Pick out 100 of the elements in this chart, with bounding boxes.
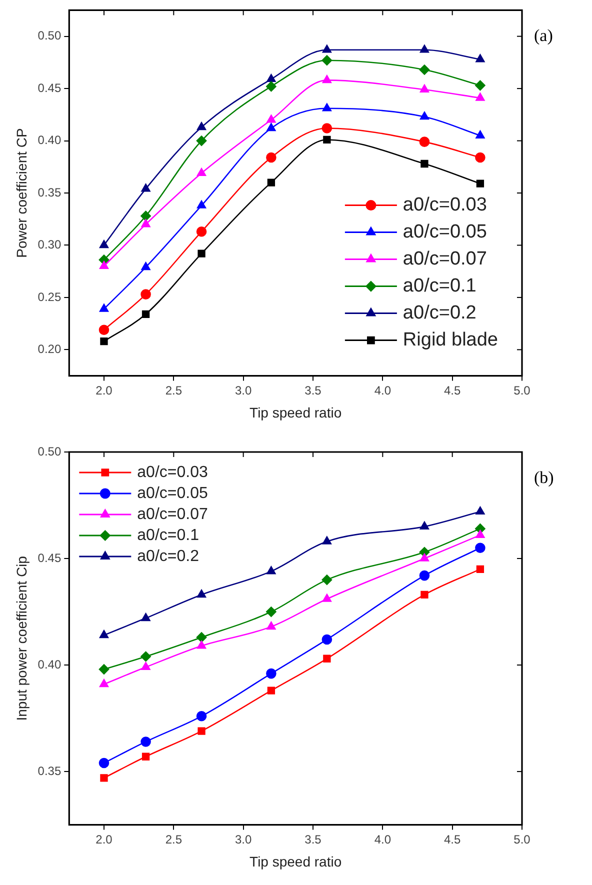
x-tick-label: 2.5 (165, 832, 182, 846)
point (475, 542, 486, 554)
point (141, 184, 150, 192)
point (98, 664, 110, 674)
point (140, 651, 151, 662)
x-tick-label: 2.0 (96, 383, 113, 398)
point (475, 80, 486, 91)
point (322, 123, 332, 134)
point (100, 337, 108, 346)
point (322, 44, 332, 53)
point (476, 530, 485, 538)
point (419, 64, 430, 75)
y-tick-label: 0.40 (38, 133, 62, 148)
y-tick-label: 0.20 (38, 342, 62, 356)
point (420, 553, 430, 562)
point (476, 54, 485, 62)
legend-label: a0/c=0.1 (402, 276, 476, 297)
point (476, 180, 484, 188)
point (266, 114, 276, 123)
point (142, 310, 150, 318)
point (140, 289, 151, 300)
point (420, 44, 430, 53)
x-tick-label: 3.0 (234, 383, 252, 398)
point (419, 136, 430, 147)
x-tick-label: 2.0 (96, 832, 113, 846)
point (198, 727, 206, 735)
point (420, 521, 430, 530)
point (420, 112, 430, 120)
y-tick-label: 0.35 (38, 764, 62, 778)
x-tick-label: 4.0 (374, 832, 392, 846)
y-tick-label: 0.30 (38, 238, 62, 252)
point (266, 123, 276, 132)
y-tick-label: 0.25 (38, 290, 62, 304)
point (141, 219, 150, 228)
point (322, 634, 332, 645)
point (476, 92, 485, 101)
point (141, 662, 150, 670)
x-tick-label: 5.0 (514, 383, 531, 398)
legend-label: Rigid blade (402, 330, 498, 351)
point (141, 262, 150, 270)
point (322, 536, 332, 544)
x-axis-title: Tip speed ratio (250, 404, 342, 420)
point (266, 152, 276, 163)
point (476, 565, 484, 573)
point (142, 752, 150, 760)
x-tick-label: 4.0 (374, 383, 392, 398)
y-tick-label: 0.50 (38, 444, 62, 458)
legend-label: a0/c=0.07 (402, 248, 487, 270)
point (266, 81, 276, 92)
point (196, 136, 207, 146)
point (196, 590, 206, 598)
point (266, 622, 276, 630)
point (98, 324, 110, 335)
x-tick-label: 4.5 (444, 383, 461, 398)
legend-label: a0/c=0.05 (402, 222, 487, 243)
point (196, 200, 206, 208)
point (266, 668, 276, 679)
point (141, 613, 150, 622)
y-axis-title: Input power coefficient Cip (13, 556, 30, 721)
point (322, 55, 332, 66)
y-tick-label: 0.45 (38, 80, 62, 95)
legend-label: a0/c=0.03 (402, 194, 487, 216)
point (266, 74, 276, 82)
point (198, 250, 206, 258)
y-tick-label: 0.35 (38, 185, 62, 200)
legend-label: a0/c=0.1 (137, 526, 200, 544)
legend-label: a0/c=0.05 (137, 484, 208, 502)
point (100, 774, 108, 782)
y-tick-label: 0.45 (38, 550, 62, 565)
point (420, 84, 430, 92)
point (476, 506, 485, 515)
legend-label: a0/c=0.2 (137, 548, 200, 565)
point (99, 260, 109, 270)
point (196, 711, 207, 722)
x-tick-label: 3.5 (304, 832, 322, 846)
point (196, 168, 206, 176)
x-axis-title: Tip speed ratio (250, 853, 342, 870)
point (266, 606, 276, 617)
point (140, 210, 151, 222)
point (196, 640, 206, 649)
legend-label: a0/c=0.07 (137, 506, 208, 523)
point (420, 160, 428, 168)
point (322, 103, 332, 112)
point (267, 178, 276, 186)
point (98, 758, 110, 768)
y-tick-label: 0.40 (38, 657, 62, 672)
point (323, 654, 331, 662)
text: (b) (534, 468, 554, 487)
legend-label: a0/c=0.03 (137, 464, 208, 481)
y-tick-label: 0.50 (38, 28, 62, 43)
y-axis-title: Power coefficient CP (13, 128, 30, 258)
point (267, 686, 276, 694)
point (196, 632, 207, 642)
point (419, 570, 430, 581)
point (196, 226, 207, 237)
point (99, 240, 109, 248)
x-tick-label: 4.5 (444, 832, 461, 846)
point (196, 122, 206, 130)
point (99, 679, 109, 688)
point (266, 566, 276, 574)
